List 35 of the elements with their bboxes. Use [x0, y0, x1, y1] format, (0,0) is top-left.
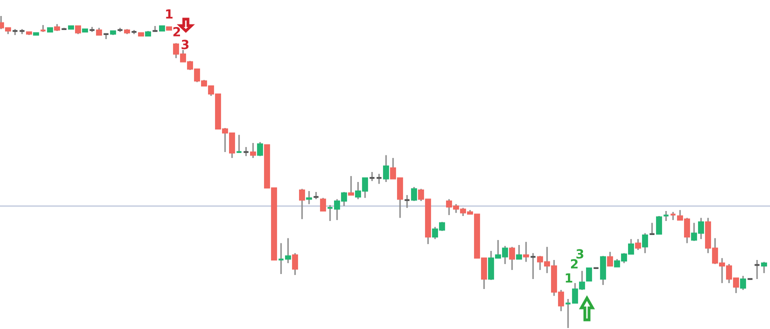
annotation: 1 [566, 273, 572, 282]
candlestick [320, 197, 326, 212]
candlestick [306, 190, 312, 205]
candlestick [236, 134, 242, 154]
candlestick [648, 222, 656, 236]
annotation: 3 [182, 40, 189, 50]
candlestick [530, 252, 536, 280]
annotation: 1 [166, 9, 173, 19]
annotation: 2 [173, 27, 180, 36]
candlestick [740, 275, 746, 291]
candlestick [299, 188, 306, 220]
candlestick [250, 142, 256, 159]
candlestick [754, 259, 760, 280]
annotation: 3 [576, 249, 584, 259]
candlestick [404, 194, 410, 209]
candlestick [600, 255, 606, 286]
annotation: 2 [570, 259, 578, 268]
candlestick [383, 154, 390, 183]
candlestick [642, 232, 648, 254]
candlestick [662, 210, 670, 222]
candlestick [257, 141, 264, 157]
candlestick [516, 244, 522, 260]
candlestick [523, 241, 530, 263]
candlestick [376, 173, 382, 185]
candlestick [368, 171, 376, 182]
candlestick [292, 252, 298, 276]
candlestick [607, 251, 614, 267]
candlestick [411, 186, 418, 202]
candlestick [242, 146, 250, 157]
candlestick [635, 238, 642, 251]
candlestick [656, 215, 662, 235]
candlestick [348, 175, 354, 196]
candlestick [509, 246, 516, 271]
candlestick [761, 261, 768, 274]
candlestick [586, 268, 592, 282]
